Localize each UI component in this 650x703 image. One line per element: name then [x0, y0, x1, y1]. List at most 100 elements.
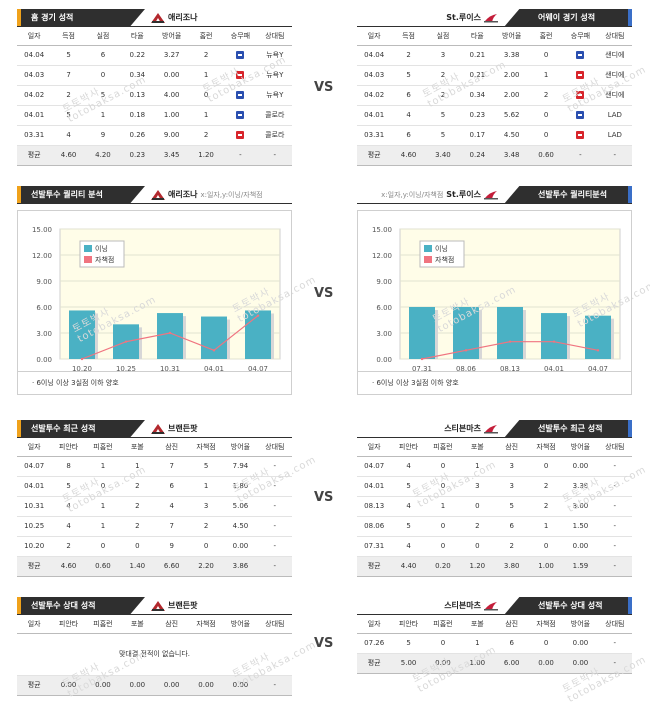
average-cell: 0.60: [528, 145, 564, 166]
average-cell: 1.00: [460, 653, 495, 674]
column-header: 자책점: [188, 615, 224, 634]
average-row: 평균 5.00 0.00 1.00 6.00 0.00 0.00-: [357, 653, 632, 674]
table-cell: 1: [460, 456, 495, 477]
column-header: 상대팀: [597, 615, 632, 634]
table-cell: 4: [51, 125, 86, 146]
pitcher-vs-right-team: 스티븐마츠: [444, 600, 498, 612]
average-cell: 평균: [17, 675, 52, 696]
average-cell: 0.00: [223, 675, 258, 696]
table-cell: 04.07: [357, 456, 392, 477]
table-cell: 0: [425, 633, 461, 654]
table-cell: 1.50: [563, 516, 598, 537]
x-tick-label: 07.31: [412, 365, 432, 373]
table-cell: 0: [85, 476, 121, 497]
table-cell: 0.00: [563, 536, 598, 557]
table-cell: 1: [85, 516, 121, 537]
average-row: 평균 4.60 4.20 0.23 3.45 1.20- -: [17, 145, 292, 166]
average-cell: 0.23: [120, 145, 155, 166]
table-cell: 7: [154, 456, 189, 477]
table-cell: -: [597, 633, 632, 654]
table-cell: 1: [188, 65, 224, 86]
cardinals-logo-icon: [484, 602, 498, 611]
earned-run-point: [552, 340, 556, 343]
win-badge-icon: 승: [576, 131, 585, 139]
table-row: 10.20 2 0 0 9 0 0.00-: [17, 536, 292, 557]
average-cell: 1.40: [120, 556, 155, 577]
cardinals-logo-icon: [484, 425, 498, 434]
result-cell: 패: [563, 45, 598, 66]
table-cell: 2: [425, 85, 461, 106]
x-tick-label: 10.25: [116, 365, 136, 373]
result-cell: 승: [563, 85, 598, 106]
column-header: 삼진: [154, 438, 189, 457]
table-cell: 1: [460, 633, 495, 654]
loss-badge-icon: 패: [236, 91, 245, 99]
table-cell: 0: [425, 476, 461, 497]
table-cell: 3: [494, 456, 529, 477]
table-cell: 3: [425, 45, 461, 66]
pitcher-vs-right-name: 스티븐마츠: [444, 601, 481, 610]
table-cell: 1: [85, 496, 121, 517]
table-cell: 6: [154, 476, 189, 497]
table-cell: 5: [85, 85, 121, 106]
table-cell: 7: [154, 516, 189, 537]
inning-bar: [585, 315, 611, 359]
column-header: 포볼: [460, 438, 495, 457]
table-cell: 3: [460, 476, 495, 497]
x-tick-label: 04.01: [544, 365, 564, 373]
earned-run-point: [420, 357, 424, 361]
column-header: 득점: [391, 27, 426, 46]
legend-line-swatch: [84, 256, 92, 263]
pitcher-recent-right-header: 스티븐마츠 선발투수 최근 성적: [357, 420, 632, 438]
table-row: 04.07 4 0 1 3 0 0.00-: [357, 456, 632, 477]
average-cell: -: [597, 145, 632, 166]
quality-right-title: 선발투수 퀄리티분석: [504, 186, 632, 204]
home-record-header: 홈 경기 성적 애리조나: [17, 9, 292, 27]
average-cell: 1.00: [528, 556, 564, 577]
pitcher-vs-left-header: 선발투수 상대 성적 브랜든팟: [17, 597, 292, 615]
average-cell: 0.00: [120, 675, 155, 696]
table-cell: 0: [188, 85, 224, 106]
legend-line-swatch: [424, 256, 432, 263]
table-cell: -: [257, 476, 292, 497]
table-cell: 2: [391, 45, 426, 66]
table-cell: 04.02: [357, 85, 392, 106]
x-tick-label: 04.07: [588, 365, 608, 373]
table-cell: 5: [391, 476, 426, 497]
table-cell: 03.31: [357, 125, 392, 146]
pitcher-vs-left-panel: 선발투수 상대 성적 브랜든팟 일자 피안타 피홈런 포볼 삼진 자책점 방어율 상대팀 맞대결…: [17, 597, 292, 696]
y-tick-label: 12.00: [32, 252, 52, 260]
column-header: 피안타: [51, 438, 86, 457]
table-cell: 9.00: [154, 125, 189, 146]
table-cell: 3.27: [154, 45, 189, 66]
average-cell: 1.20: [460, 556, 495, 577]
average-cell: 평균: [357, 653, 392, 674]
home-record-title: 홈 경기 성적: [17, 9, 145, 27]
table-cell: -: [597, 496, 632, 517]
no-data-message: 맞대결 전적이 없습니다.: [17, 633, 292, 676]
no-data-row: 맞대결 전적이 없습니다.: [17, 633, 292, 676]
table-cell: 4.50: [223, 516, 258, 537]
vs-label-1: VS: [314, 80, 334, 95]
table-header-row: 일자 득점 실점 타율 방어율 홈런 승무패 상대팀: [357, 27, 632, 46]
table-cell: 2: [120, 516, 155, 537]
average-cell: 3.86: [223, 556, 258, 577]
loss-badge-icon: 패: [576, 51, 585, 59]
diamondbacks-logo-icon: [151, 424, 165, 434]
table-cell: 1: [85, 105, 121, 126]
y-tick-label: 15.00: [32, 226, 52, 234]
quality-right-panel: x:일자,y:이닝/자책점 St.루이스 선발투수 퀄리티분석 0.00 3.00…: [357, 186, 632, 395]
earned-run-point: [80, 357, 84, 361]
column-header: 삼진: [154, 615, 189, 634]
quality-left-title: 선발투수 퀄리티 분석: [17, 186, 145, 204]
home-team-name: 애리조나: [168, 13, 198, 22]
inning-bar: [541, 313, 567, 359]
table-cell: 0: [425, 536, 461, 557]
table-cell: 4: [391, 105, 426, 126]
pitcher-vs-right-table: 일자 피안타 피홈런 포볼 삼진 자책점 방어율 상대팀 07.26 5 0 1 6 0 0.00- 평균 5.…: [357, 615, 632, 674]
table-cell: 5: [51, 476, 86, 497]
y-tick-label: 9.00: [36, 278, 52, 286]
table-cell: 뉴욕Y: [257, 45, 292, 66]
table-cell: 1: [528, 65, 564, 86]
